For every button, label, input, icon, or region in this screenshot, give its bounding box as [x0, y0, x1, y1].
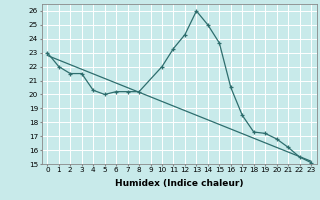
X-axis label: Humidex (Indice chaleur): Humidex (Indice chaleur)	[115, 179, 244, 188]
